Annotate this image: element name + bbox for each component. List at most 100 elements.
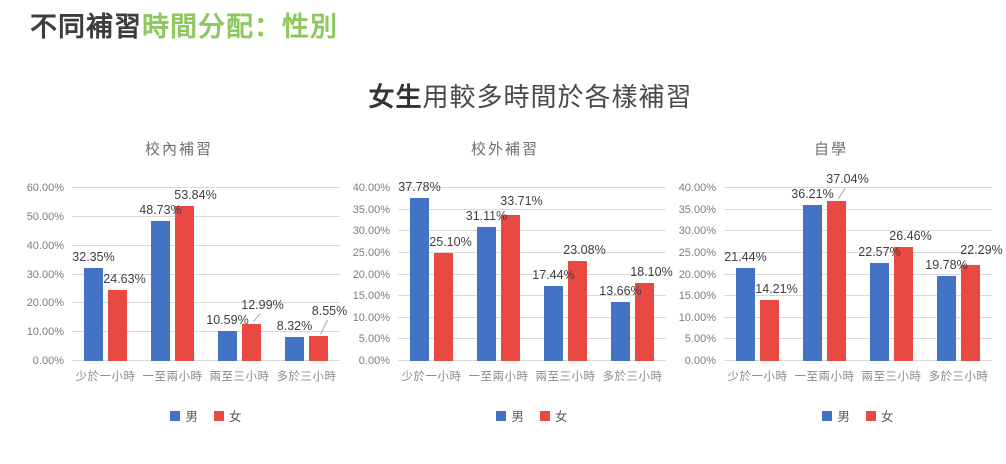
x-axis: 少於一小時 一至兩小時 兩至三小時 多於三小時 [72,361,340,384]
data-label-female: 12.99% [241,297,284,312]
data-label-male: 22.57% [858,245,901,260]
y-axis-tick-label: 25.00% [678,246,716,259]
x-axis-category-label: 兩至三小時 [861,371,922,384]
y-axis-tick-label: 15.00% [678,290,716,303]
x-axis-category-label: 少於一小時 [401,371,462,384]
gridline [72,215,340,217]
gridline [398,251,666,253]
data-label-male: 17.44% [532,267,575,282]
x-axis-category-label: 兩至三小時 [209,371,270,384]
data-label-male: 8.32% [276,319,313,334]
data-label-male: 10.59% [206,312,249,327]
y-axis-tick-label: 0.00% [684,355,716,368]
y-axis-tick-label: 5.00% [358,333,390,346]
y-axis-tick-label: 20.00% [678,268,716,281]
bar-male-一至兩小時 [477,226,496,362]
bar-female-兩至三小時 [242,323,261,362]
data-label-female: 24.63% [103,272,146,287]
gridline [72,331,340,333]
data-label-female: 14.21% [755,281,798,296]
data-label-male: 48.73% [139,202,182,217]
data-label-female: 53.84% [174,187,217,202]
x-axis-category-label: 少於一小時 [727,371,788,384]
charts-row: 校內補習 0.00% 10.00% 20.00% 30.00% 40.00% 50.00%… [18,140,1003,425]
x-axis-category-label: 多於三小時 [276,371,337,384]
x-axis-category-label: 少於一小時 [75,371,136,384]
y-axis-tick-label: 40.00% [352,182,390,195]
y-axis-tick-label: 30.00% [352,225,390,238]
chart-self-study: 自學 0.00% 5.00% 10.00% 15.00% 20.00% 25.00% 30.… [670,140,1003,425]
gridline [398,230,666,232]
gridline [724,230,992,232]
legend-item-男: 男 [496,406,524,425]
bar-female-多於三小時 [961,264,980,362]
legend-item-女: 女 [540,406,568,425]
gridline [724,273,992,275]
gridline [398,360,666,362]
data-label-male: 19.78% [925,257,968,272]
bar-male-一至兩小時 [151,220,170,362]
bar-male-多於三小時 [937,275,956,362]
chart-title: 校內補習 [144,141,213,159]
y-axis-tick-label: 0.00% [32,355,64,368]
plot-row: 0.00% 5.00% 10.00% 15.00% 20.00% 25.00% 30.00%… [344,180,673,367]
legend-item-男: 男 [822,406,850,425]
gridline [724,187,992,189]
gridline [398,187,666,189]
legend-label: 男 [185,410,198,425]
x-axis-category-label: 兩至三小時 [535,371,596,384]
data-label-female: 33.71% [500,193,543,208]
chart-headline: 女生用較多時間於各樣補習 [0,77,1006,114]
legend-item-女: 女 [866,406,894,425]
bar-female-少於一小時 [108,290,127,362]
y-axis-tick-label: 35.00% [352,203,390,216]
y-axis-tick-label: 25.00% [352,246,390,259]
bar-male-少於一小時 [410,197,429,362]
gridline [398,208,666,210]
bar-male-少於一小時 [736,268,755,362]
chart-headline-rest: 用較多時間於各樣補習 [422,82,693,113]
bar-female-多於三小時 [309,336,328,362]
plot-area: 21.44% 14.21% 36.21% 37.04% 22.57% 26.46% 19.7… [724,172,1003,362]
bar-male-兩至三小時 [218,330,237,362]
legend-male-swatch-icon [822,410,833,421]
data-label-female: 22.29% [960,242,1003,257]
page-title-dark-part: 不同補習 [30,12,142,42]
plot-row: 0.00% 10.00% 20.00% 30.00% 40.00% 50.00% 60.00… [18,182,348,367]
data-label-female: 8.55% [311,304,348,319]
bar-female-少於一小時 [760,299,779,362]
bar-female-多於三小時 [635,282,654,362]
legend-item-男: 男 [170,406,198,425]
chart-title: 自學 [813,141,848,159]
plot-area: 32.35% 24.63% 48.73% 53.84% 10.59% 12.99% 8.32… [72,187,347,362]
gridline [72,187,340,189]
bar-female-一至兩小時 [827,200,846,362]
y-axis-tick-label: 10.00% [678,311,716,324]
y-axis-tick-label: 30.00% [678,225,716,238]
gridline [398,316,666,318]
gridline [398,338,666,340]
data-label-male: 37.78% [398,179,441,194]
bar-male-多於三小時 [611,302,630,362]
bar-female-兩至三小時 [568,261,587,362]
gridline [72,244,340,246]
gridline [72,273,340,275]
legend-label: 男 [837,410,850,425]
x-axis: 少於一小時 一至兩小時 兩至三小時 多於三小時 [724,361,992,384]
x-axis: 少於一小時 一至兩小時 兩至三小時 多於三小時 [398,361,666,384]
bar-female-一至兩小時 [175,205,194,362]
y-axis-tick-label: 10.00% [352,311,390,324]
x-axis-category-label: 一至兩小時 [468,371,529,384]
chart-out-of-school-tutoring: 校外補習 0.00% 5.00% 10.00% 15.00% 20.00% 25.00% 3… [344,140,673,425]
y-axis: 0.00% 5.00% 10.00% 15.00% 20.00% 25.00% 30.00%… [670,182,724,367]
y-axis-tick-label: 20.00% [26,297,64,310]
gridline [724,251,992,253]
y-axis-tick-label: 40.00% [26,239,64,252]
page-title-green-part: 時間分配：性別 [142,12,338,42]
data-label-female: 26.46% [889,228,932,243]
gridline [724,338,992,340]
gridline [724,360,992,362]
bar-male-多於三小時 [285,337,304,362]
bar-female-一至兩小時 [501,215,520,362]
